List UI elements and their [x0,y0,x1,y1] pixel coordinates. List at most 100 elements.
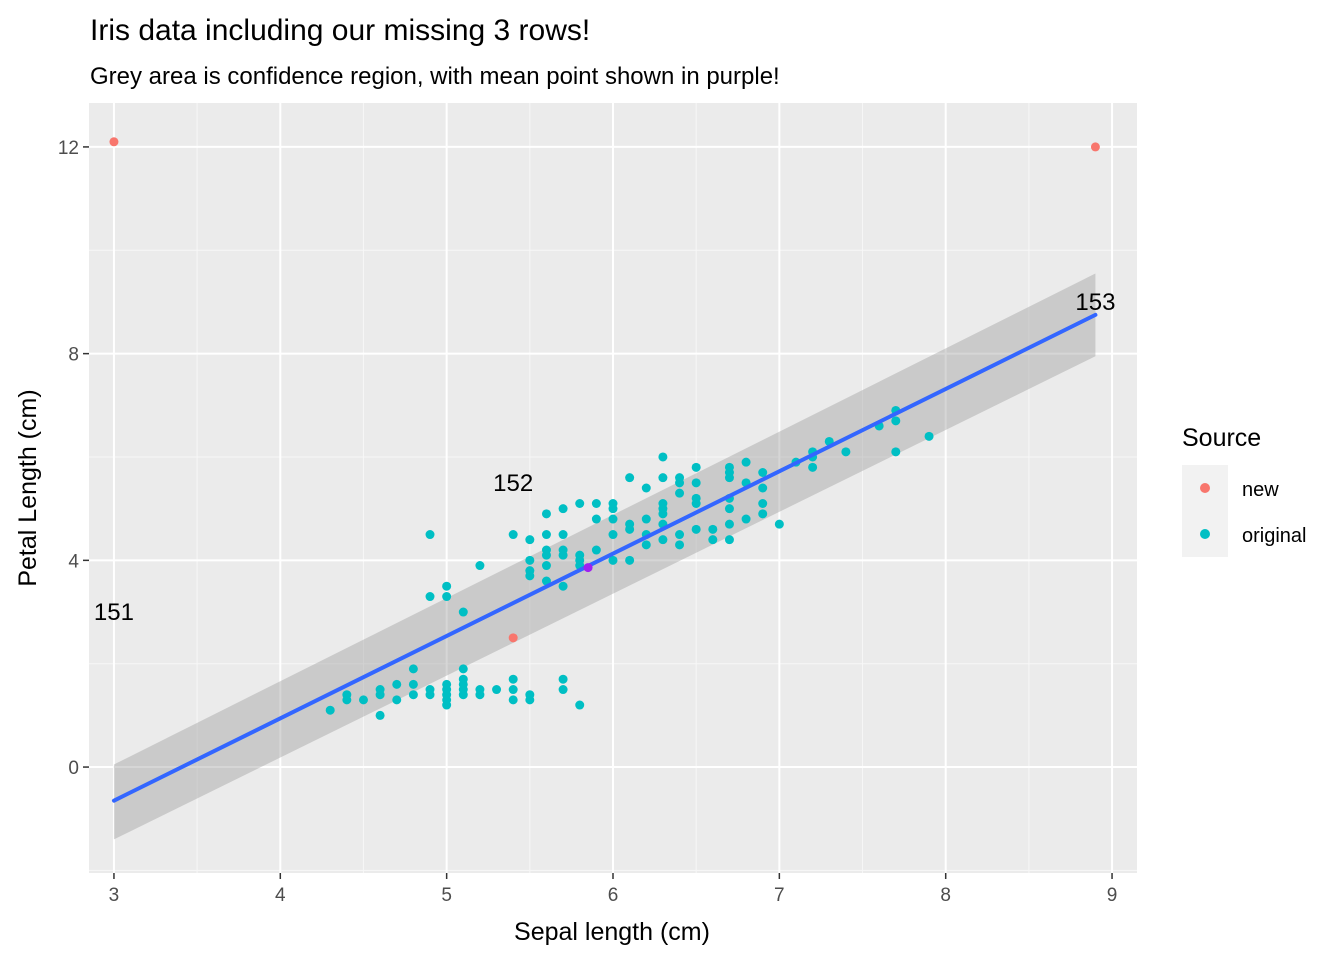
data-point-original [741,457,751,467]
data-point-original [608,555,618,565]
data-point-original [741,514,751,524]
data-point-original [508,695,518,705]
data-point-original [841,447,851,457]
data-point-original [342,690,352,700]
data-point-original [708,524,718,534]
data-point-original [724,504,734,514]
legend: Source new original [1182,424,1306,557]
data-point-original [458,607,468,617]
data-point-original [608,499,618,509]
data-point-new [508,633,518,643]
data-point-original [625,555,635,565]
x-tick-label: 5 [441,885,452,906]
data-point-original [758,499,768,509]
data-point-original [458,674,468,684]
chart-title: Iris data including our missing 3 rows! [90,14,590,47]
data-point-original [641,540,651,550]
data-point-original [608,514,618,524]
data-point-original [508,685,518,695]
y-tick-label: 0 [68,758,79,779]
regression-line [111,312,1098,803]
x-tick-label: 9 [1107,885,1118,906]
data-point-original [691,493,701,503]
data-point-original [375,710,385,720]
data-point-original [508,530,518,540]
data-point-original [724,535,734,545]
y-tick-label: 4 [68,551,79,572]
legend-swatch-new [1200,483,1210,493]
data-point-original [541,545,551,555]
data-point-original [575,499,585,509]
data-point-original [558,674,568,684]
chart-subtitle: Grey area is confidence region, with mea… [90,63,780,90]
data-point-original [541,509,551,519]
data-point-original [408,664,418,674]
data-point-original [591,514,601,524]
data-point-original [541,561,551,571]
data-point-original [774,519,784,529]
data-point-original [525,535,535,545]
x-axis-title: Sepal length (cm) [514,918,710,946]
data-point-original [758,483,768,493]
y-tick-label: 8 [68,345,79,366]
data-point-original [558,545,568,555]
data-point-original [375,685,385,695]
data-point-original [558,685,568,695]
data-point-original [625,519,635,529]
data-point-original [691,462,701,472]
data-point-original [492,685,502,695]
data-point-original [558,504,568,514]
data-point-new [1090,142,1100,152]
data-point-original [425,685,435,695]
x-tick-label: 6 [608,885,619,906]
data-point-original [575,550,585,560]
x-tick-label: 8 [940,885,951,906]
data-point-original [641,483,651,493]
data-point-original [392,679,402,689]
x-tick-label: 7 [774,885,785,906]
data-point-original [508,674,518,684]
mean-point [583,563,593,573]
data-point-original [675,473,685,483]
data-point-original [408,679,418,689]
data-point-original [358,695,368,705]
data-point-new [109,137,119,147]
data-point-original [392,695,402,705]
point-annotation: 153 [1075,289,1115,316]
data-point-original [658,535,668,545]
legend-title: Source [1182,424,1261,452]
data-point-original [641,514,651,524]
data-point-original [675,530,685,540]
x-tick-label: 3 [109,885,120,906]
data-point-original [525,690,535,700]
data-point-original [458,664,468,674]
data-point-original [591,545,601,555]
data-point-original [408,690,418,700]
data-point-original [758,509,768,519]
data-point-original [425,530,435,540]
point-annotation: 152 [493,470,533,497]
data-point-original [891,447,901,457]
data-point-original [675,488,685,498]
data-point-original [475,685,485,695]
data-point-original [575,700,585,710]
data-point-original [808,462,818,472]
data-point-original [442,581,452,591]
data-point-original [442,592,452,602]
data-point-original [891,416,901,426]
data-point-original [625,473,635,483]
plot-panel: 3 4 5 6 7 8 9 0 4 8 12 151 152 153 [58,103,1137,906]
data-point-original [475,561,485,571]
data-point-original [724,462,734,472]
data-point-original [608,530,618,540]
data-point-original [525,555,535,565]
legend-label-original: original [1242,525,1306,547]
data-point-original [325,705,335,715]
y-axis-title: Petal Length (cm) [14,389,42,586]
data-point-original [525,566,535,576]
data-point-original [691,478,701,488]
data-point-original [708,535,718,545]
x-tick-label: 4 [275,885,286,906]
data-point-original [675,540,685,550]
